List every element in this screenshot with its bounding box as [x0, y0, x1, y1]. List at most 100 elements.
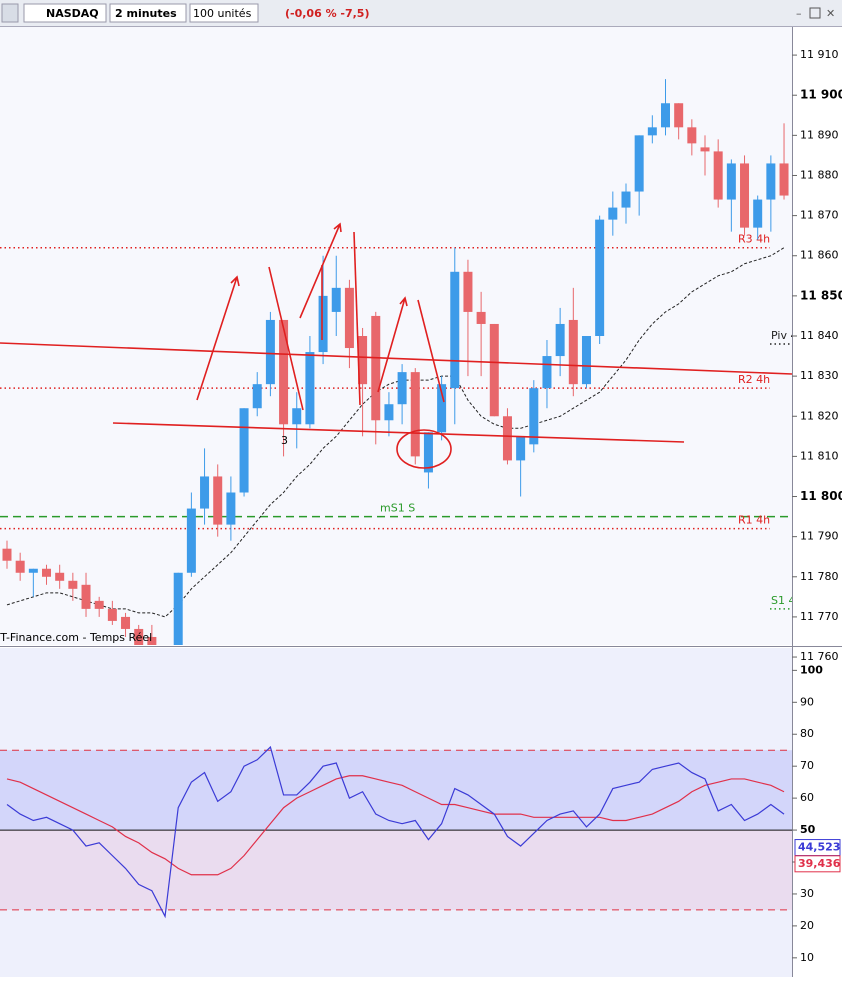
candle-body — [28, 568, 38, 573]
candle-body — [542, 356, 552, 389]
y-tick-label: 11 880 — [800, 168, 839, 181]
candle-body — [226, 492, 236, 525]
change: (-0,06 % -7,5) — [285, 7, 370, 20]
candle-body — [173, 572, 183, 645]
minimize[interactable]: – — [796, 7, 802, 20]
symbol-select[interactable] — [23, 3, 107, 23]
y-tick-label: 11 830 — [800, 369, 839, 382]
price-pane — [0, 27, 792, 645]
candle-body — [516, 436, 526, 461]
y-tick-label: 60 — [800, 791, 814, 804]
candle-body — [147, 636, 157, 645]
y-tick-label: 90 — [800, 695, 814, 708]
y-tick-label: 50 — [800, 823, 816, 836]
candle-body — [358, 336, 368, 385]
candle-body — [608, 207, 618, 220]
period: 2 minutes — [115, 7, 177, 20]
y-tick-label: 11 840 — [800, 329, 839, 342]
candle-body — [779, 163, 789, 196]
candle-body — [15, 560, 25, 573]
candle-body — [595, 219, 605, 336]
level-label: mS1 S — [380, 502, 415, 515]
candle-body — [2, 548, 12, 561]
candle-body — [94, 600, 104, 609]
candle-body — [186, 508, 196, 573]
units: 100 unités — [193, 7, 252, 20]
y-tick-label: 11 870 — [800, 209, 839, 222]
candle-body — [371, 315, 381, 421]
value-box — [794, 855, 841, 873]
y-tick-label: 11 900 — [800, 88, 842, 102]
candle-body — [529, 388, 539, 445]
candle-body — [55, 572, 65, 581]
signal-line — [6, 775, 785, 876]
candle-body — [279, 319, 289, 425]
y-tick-label: 100 — [800, 663, 823, 676]
candle-body — [68, 580, 78, 589]
candle-body — [489, 323, 499, 417]
candle-body — [252, 384, 262, 409]
candle-body — [581, 336, 591, 385]
candle-body — [555, 323, 565, 357]
y-tick-label: 11 910 — [800, 48, 839, 61]
candle-body — [121, 616, 131, 629]
candle-body — [713, 151, 723, 200]
y-tick-label: 11 810 — [800, 449, 839, 462]
candle-body — [42, 568, 52, 577]
candle-body — [265, 319, 275, 385]
candle-body — [700, 147, 710, 152]
y-tick-label: 11 860 — [800, 249, 839, 262]
upper-zone — [0, 750, 792, 831]
candle-body — [134, 628, 144, 645]
level-label: R2 4h — [738, 373, 770, 386]
candle-body — [647, 127, 657, 136]
y-tick-label: 11 890 — [800, 128, 839, 141]
candle-body — [568, 319, 578, 385]
candle-body — [213, 476, 223, 525]
symbol: NASDAQ — [46, 7, 99, 20]
candle-body — [476, 311, 486, 324]
candle-body — [318, 295, 328, 353]
candle-body — [450, 271, 460, 389]
level-label: R1 4h — [738, 514, 770, 527]
y-tick-label: 11 800 — [800, 489, 842, 503]
candle-body — [384, 404, 394, 421]
candle-body — [292, 408, 302, 425]
candle-body — [502, 416, 512, 461]
y-tick-label: 80 — [800, 727, 814, 740]
moving-average — [6, 247, 785, 618]
candle-body — [621, 191, 631, 208]
menu-button[interactable] — [1, 3, 19, 23]
y-tick-label: 70 — [800, 759, 814, 772]
candle-body — [674, 103, 684, 128]
maximize[interactable] — [809, 7, 821, 19]
candle-body — [463, 271, 473, 312]
candle-body — [740, 163, 750, 228]
y-tick-label: 30 — [800, 887, 814, 900]
candle-body — [766, 163, 776, 200]
close[interactable]: ✕ — [826, 7, 835, 20]
candle-body — [753, 199, 763, 228]
value-label: 39,436 — [798, 857, 841, 870]
candle-body — [661, 103, 670, 128]
candle-body — [410, 372, 420, 457]
candle-body — [634, 135, 644, 192]
watermark: IT-Finance.com - Temps Réel — [0, 631, 152, 644]
candle-body — [81, 584, 91, 609]
candle-body — [344, 287, 354, 349]
y-tick-label: 11 820 — [800, 409, 839, 422]
y-tick-label: 11 790 — [800, 530, 839, 543]
units-select[interactable] — [189, 3, 259, 23]
rsi-line — [6, 745, 785, 919]
annotation: 3 — [281, 434, 288, 447]
period-select[interactable] — [109, 3, 187, 23]
candle-body — [331, 287, 341, 312]
level-label: R3 4h — [738, 233, 770, 246]
candle-body — [305, 352, 315, 425]
lower-zone — [0, 830, 792, 910]
drawings — [0, 222, 793, 469]
y-tick-label: 11 770 — [800, 610, 839, 623]
level-label: Piv 4 — [771, 329, 797, 342]
